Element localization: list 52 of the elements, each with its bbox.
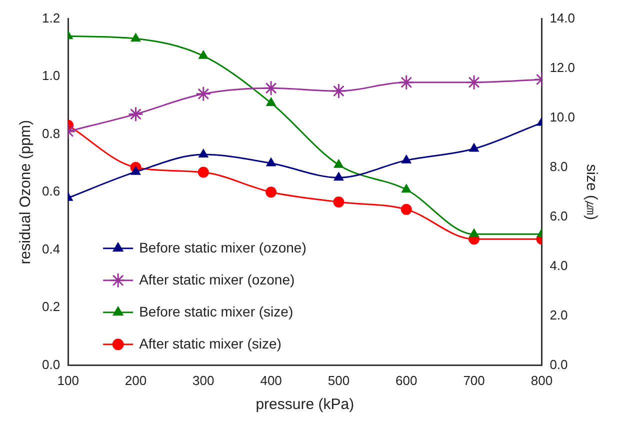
- x-tick-label: 400: [260, 372, 282, 388]
- y2-tick-label: 12.0: [550, 60, 576, 75]
- x-axis-title: pressure (kPa): [256, 396, 354, 414]
- point: [333, 196, 344, 208]
- y2-axis-title: size (㎛): [582, 164, 600, 220]
- x-tick-label: 100: [57, 372, 79, 388]
- point: [198, 50, 208, 59]
- point: [130, 166, 141, 175]
- point: [198, 166, 209, 178]
- y2-tick-label: 0.0: [550, 356, 568, 372]
- point: [469, 228, 479, 238]
- point: [263, 80, 279, 96]
- y-axis-title: residual Ozone (ppm): [17, 120, 34, 264]
- y-tick-label: 1.0: [42, 68, 60, 84]
- point: [334, 159, 344, 168]
- y-tick-label: 1.2: [42, 10, 60, 26]
- y-tick-label: 0.2: [42, 299, 60, 314]
- x-tick-label: 500: [328, 372, 350, 388]
- y-tick-label: 0.4: [42, 241, 60, 256]
- point: [266, 186, 277, 198]
- point: [198, 149, 208, 158]
- point: [402, 154, 412, 164]
- point: [130, 33, 141, 42]
- point: [196, 86, 212, 102]
- y2-tick-label: 14.0: [550, 10, 576, 26]
- x-tick-label: 300: [192, 372, 214, 388]
- point: [469, 143, 479, 152]
- x-tick-label: 700: [463, 372, 485, 388]
- point: [266, 158, 276, 166]
- y2-tick-label: 4.0: [550, 258, 568, 273]
- point: [334, 172, 344, 181]
- legend-label: After static mixer (ozone): [139, 271, 295, 288]
- legend-label: After static mixer (size): [139, 335, 282, 352]
- legend-label: Before static mixer (size): [139, 303, 294, 320]
- point: [402, 184, 412, 193]
- y2-tick-label: 8.0: [550, 158, 568, 174]
- y2-tick-label: 10.0: [550, 109, 576, 124]
- point: [266, 97, 276, 106]
- y2-tick-label: 2.0: [550, 307, 568, 322]
- x-tick-label: 600: [396, 372, 418, 388]
- point: [466, 74, 482, 90]
- y-tick-label: 0.8: [42, 126, 60, 141]
- x-tick-label: 200: [124, 372, 147, 388]
- y-tick-label: 0.0: [42, 356, 60, 372]
- y2-tick-label: 6.0: [550, 208, 568, 224]
- point: [330, 83, 346, 99]
- y-tick-label: 0.6: [42, 184, 60, 199]
- point: [398, 74, 414, 90]
- point: [128, 106, 144, 122]
- x-tick-label: 800: [530, 372, 553, 388]
- legend-label: Before static mixer (ozone): [139, 239, 306, 256]
- point: [400, 204, 412, 215]
